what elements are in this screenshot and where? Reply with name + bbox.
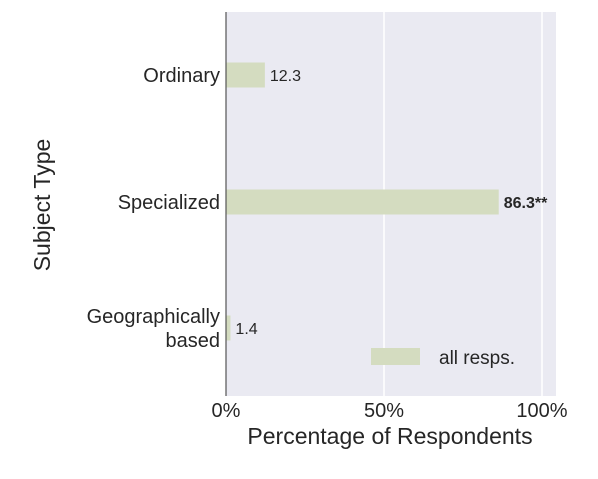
category-label: Specialized xyxy=(118,192,220,214)
x-tick-label: 50% xyxy=(364,400,404,422)
bar xyxy=(226,62,265,88)
x-tick-labels: 0% 50% 100% xyxy=(212,400,568,422)
x-tick-label: 0% xyxy=(212,400,241,422)
bar xyxy=(226,189,499,215)
y-axis-label: Subject Type xyxy=(29,139,55,272)
data-label: 1.4 xyxy=(235,321,257,338)
legend-swatch xyxy=(371,348,420,365)
bar xyxy=(226,315,231,341)
x-tick-label: 100% xyxy=(516,400,567,422)
legend-label: all resps. xyxy=(439,348,515,369)
category-label: Geographically based xyxy=(87,306,220,352)
data-label: 86.3** xyxy=(504,195,548,212)
x-axis-label: Percentage of Respondents xyxy=(247,423,532,449)
data-labels: 12.3 86.3** 1.4 xyxy=(235,68,548,338)
legend: all resps. xyxy=(371,348,515,369)
category-labels: Ordinary Specialized Geographically based xyxy=(87,65,220,352)
data-label: 12.3 xyxy=(270,68,301,85)
bars xyxy=(226,62,499,341)
category-label: Ordinary xyxy=(143,65,220,87)
